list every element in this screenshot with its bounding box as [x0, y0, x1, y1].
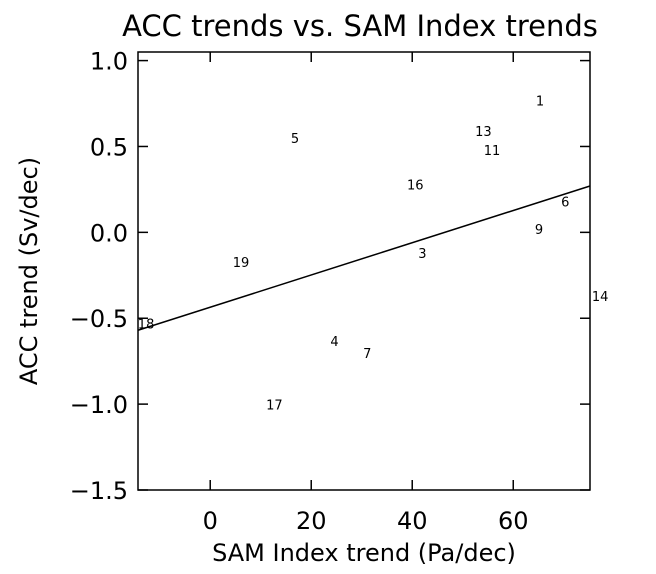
x-tick-label: 0: [203, 507, 218, 535]
y-tick-label: 0.5: [90, 133, 128, 161]
plot-frame: [137, 51, 591, 491]
point-label: 5: [291, 132, 299, 147]
x-tick-label: 60: [498, 507, 529, 535]
point-label: 7: [363, 347, 371, 362]
y-axis-label: ACC trend (Sv/dec): [15, 157, 43, 385]
point-label: 6: [561, 196, 569, 211]
point-label: 16: [407, 178, 424, 193]
point-label: 11: [484, 144, 501, 159]
point-label: 9: [535, 223, 543, 238]
y-tick-label: −1.0: [70, 391, 128, 419]
y-tick-label: −1.5: [70, 477, 128, 505]
point-label: 1: [536, 94, 544, 109]
point-label: 3: [418, 247, 426, 262]
point-label: 18: [138, 318, 155, 333]
point-label: 13: [475, 125, 492, 140]
point-label: 19: [233, 256, 250, 271]
x-tick-label: 20: [296, 507, 327, 535]
x-tick-label: 40: [397, 507, 428, 535]
x-axis-label: SAM Index trend (Pa/dec): [212, 539, 516, 567]
y-tick-label: 0.0: [90, 219, 128, 247]
point-label: 4: [330, 335, 338, 350]
point-label: 14: [592, 290, 609, 305]
point-label: 17: [266, 398, 283, 413]
fit-line: [137, 185, 591, 331]
y-tick-label: 1.0: [90, 48, 128, 76]
y-tick-label: −0.5: [70, 305, 128, 333]
chart-title: ACC trends vs. SAM Index trends: [122, 9, 598, 43]
